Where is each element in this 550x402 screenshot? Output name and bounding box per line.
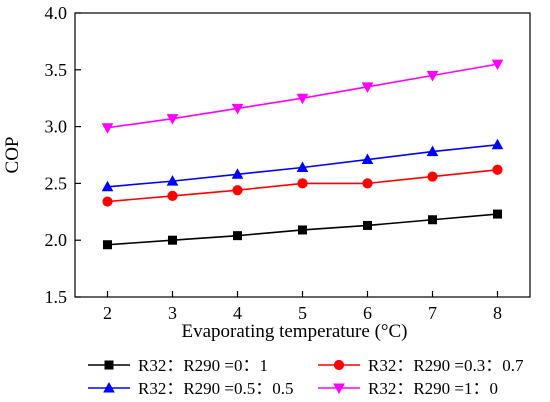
series-2	[102, 164, 503, 207]
legend-marker	[103, 381, 115, 393]
data-point	[167, 190, 178, 201]
plot-border	[74, 12, 531, 298]
data-point	[426, 70, 439, 82]
legend-marker	[333, 383, 345, 395]
y-axis-title: COP	[2, 137, 23, 174]
data-point	[363, 220, 372, 230]
legend-marker	[104, 360, 114, 370]
y-tick-label: 3.5	[45, 60, 68, 80]
y-tick-label: 3.0	[45, 117, 68, 137]
series-layer	[101, 59, 504, 250]
data-point	[231, 103, 244, 115]
x-tick-label: 3	[168, 303, 177, 323]
data-point	[361, 153, 374, 165]
y-axis: 1.5 2.0 2.5 3.0 3.5 4.0	[45, 3, 81, 307]
data-point	[428, 215, 437, 225]
data-point	[491, 138, 504, 150]
data-point	[102, 196, 113, 207]
data-point	[233, 231, 242, 241]
legend-item: R32：R290 =0.3：0.7	[318, 356, 524, 375]
data-point	[166, 175, 179, 186]
legend-label: R32：R290 =0.5：0.5	[138, 379, 294, 398]
data-point	[101, 180, 114, 192]
y-tick-label: 2.0	[45, 230, 68, 250]
data-point	[362, 178, 373, 189]
legend-label: R32：R290 =0.3：0.7	[368, 356, 524, 375]
legend-label: R32：R290 =1：0	[368, 379, 498, 398]
data-point	[166, 114, 179, 125]
x-tick-label: 6	[363, 303, 372, 323]
x-tick-label: 2	[103, 303, 112, 323]
data-point	[168, 235, 177, 245]
series-1	[103, 209, 502, 250]
x-tick-label: 4	[233, 303, 242, 323]
y-tick-label: 1.5	[45, 287, 68, 307]
x-tick-label: 5	[298, 303, 307, 323]
data-point	[427, 171, 438, 182]
data-point	[361, 82, 374, 93]
data-point	[491, 59, 504, 71]
legend-marker	[333, 359, 345, 371]
legend: R32：R290 =0：1 R32：R290 =0.3：0.7 R32：R290 =…	[88, 356, 524, 398]
x-axis: 2 3 4 5 6 7 8	[103, 291, 502, 323]
data-point	[426, 145, 439, 157]
data-point	[493, 209, 502, 219]
y-tick-label: 2.5	[45, 173, 68, 193]
data-point	[298, 225, 307, 235]
series-3	[101, 138, 504, 192]
data-point	[231, 168, 244, 179]
data-point	[232, 185, 243, 196]
legend-item: R32：R290 =1：0	[318, 379, 498, 398]
x-tick-label: 8	[493, 303, 502, 323]
data-point	[492, 164, 503, 175]
series-4	[101, 59, 504, 134]
legend-item: R32：R290 =0：1	[88, 356, 268, 375]
data-point	[296, 93, 309, 105]
data-point	[103, 240, 112, 250]
data-point	[101, 123, 114, 134]
y-tick-label: 4.0	[45, 3, 68, 23]
x-axis-title: Evaporating temperature (°C)	[181, 321, 407, 342]
x-tick-label: 7	[428, 303, 437, 323]
plot-frame	[74, 12, 531, 298]
data-point	[297, 178, 308, 189]
legend-label: R32：R290 =0：1	[138, 356, 268, 375]
legend-item: R32：R290 =0.5：0.5	[88, 379, 294, 398]
data-point	[296, 161, 309, 172]
